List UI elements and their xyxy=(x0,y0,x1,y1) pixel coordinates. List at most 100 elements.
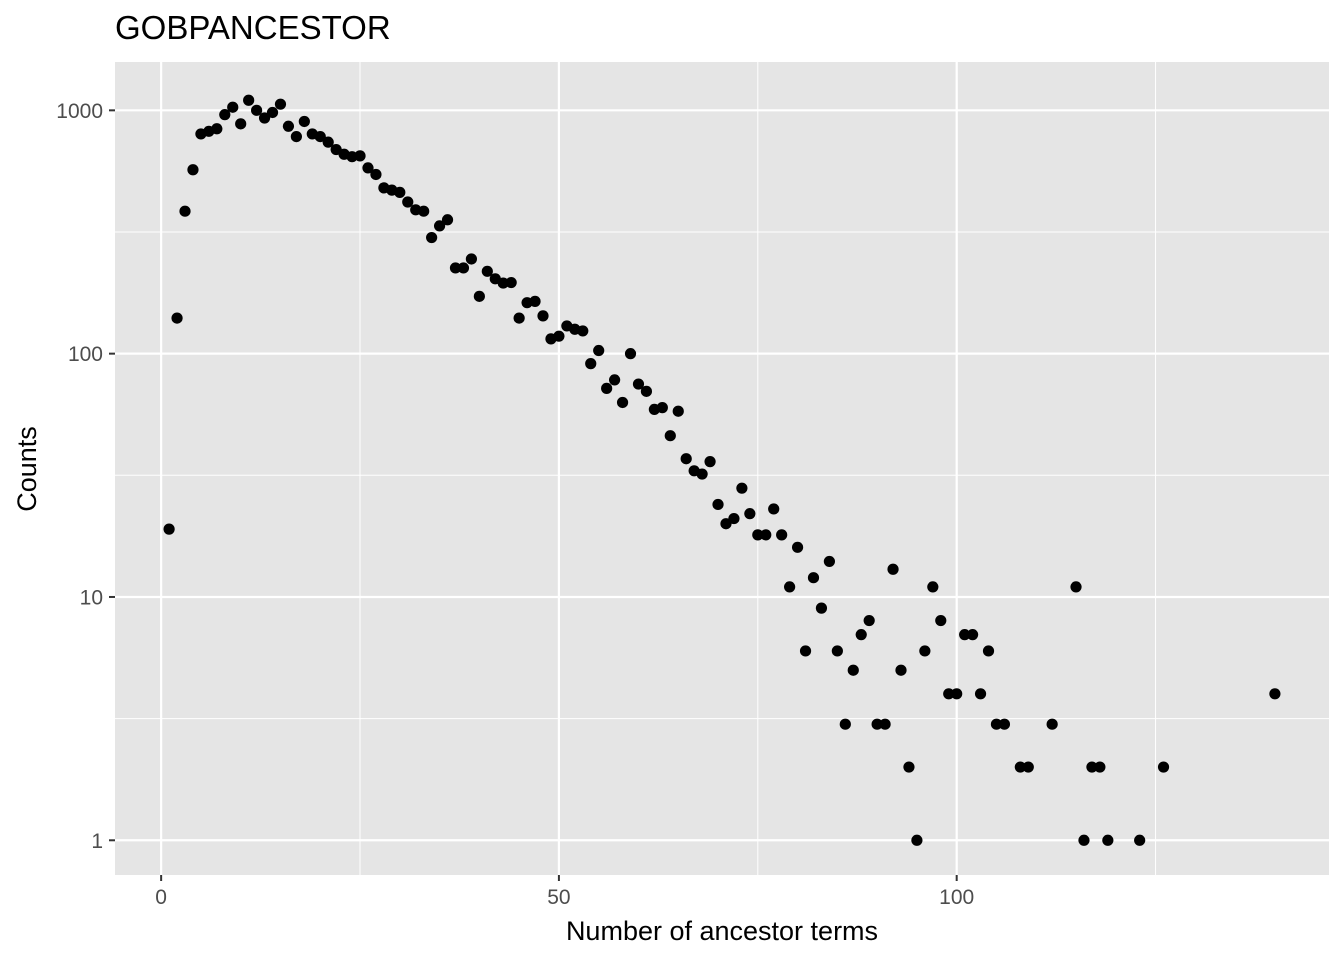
data-point xyxy=(441,214,454,226)
data-point xyxy=(831,645,843,657)
data-point xyxy=(935,614,947,627)
data-point xyxy=(951,688,963,700)
data-point xyxy=(529,295,541,307)
data-point xyxy=(553,330,565,342)
data-point xyxy=(728,512,740,525)
data-point xyxy=(290,130,302,143)
data-point xyxy=(672,405,684,417)
data-point xyxy=(394,186,406,198)
data-point xyxy=(465,253,478,265)
data-point xyxy=(513,312,525,324)
data-point xyxy=(895,664,907,676)
data-point xyxy=(784,581,796,593)
data-point xyxy=(768,503,780,515)
data-point xyxy=(354,150,366,162)
minor-grid xyxy=(115,62,1329,875)
data-point xyxy=(243,94,255,106)
data-point xyxy=(927,581,939,593)
data-point xyxy=(616,396,629,409)
data-point xyxy=(601,382,613,394)
data-point xyxy=(982,645,995,657)
data-point xyxy=(807,572,820,584)
y-tick-label: 1000 xyxy=(56,100,103,123)
data-point xyxy=(609,374,621,386)
data-point xyxy=(736,482,748,494)
data-point xyxy=(497,277,509,289)
data-point xyxy=(823,555,835,568)
data-point xyxy=(163,523,175,535)
data-point xyxy=(903,761,915,773)
data-point xyxy=(815,602,828,614)
data-point xyxy=(433,220,446,232)
data-point xyxy=(752,529,764,541)
data-point xyxy=(704,456,716,468)
data-point xyxy=(1078,834,1090,846)
data-point xyxy=(791,541,804,553)
data-point xyxy=(505,276,517,289)
data-point xyxy=(855,629,867,641)
data-point xyxy=(799,645,812,657)
data-point xyxy=(871,718,883,730)
y-tick-label: 1 xyxy=(91,830,103,853)
data-point xyxy=(847,664,859,676)
data-point xyxy=(911,834,923,846)
data-point xyxy=(187,164,199,176)
chart-title: GOBPANCESTOR xyxy=(115,9,391,46)
data-point xyxy=(1094,761,1106,773)
data-point xyxy=(720,518,732,530)
data-point xyxy=(449,262,462,274)
data-point xyxy=(418,205,430,217)
data-point xyxy=(974,688,987,700)
data-point xyxy=(171,312,183,324)
data-point xyxy=(258,112,271,124)
data-point xyxy=(966,629,979,641)
data-point xyxy=(839,718,851,730)
data-point xyxy=(959,629,971,641)
data-point xyxy=(943,688,955,700)
data-point xyxy=(251,104,263,116)
data-point xyxy=(274,98,287,110)
data-point xyxy=(632,378,645,390)
x-axis: 0 50 100 xyxy=(155,875,974,909)
data-point xyxy=(481,265,493,277)
x-tick-label: 50 xyxy=(547,886,570,909)
y-tick-label: 100 xyxy=(68,343,103,366)
data-point xyxy=(776,529,788,541)
data-point xyxy=(1134,834,1146,846)
y-tick-label: 10 xyxy=(80,586,103,609)
data-point xyxy=(664,430,676,442)
data-point xyxy=(640,385,653,397)
data-point xyxy=(744,508,756,520)
data-point xyxy=(696,468,708,480)
data-point xyxy=(426,231,438,244)
data-point xyxy=(322,136,334,148)
data-point xyxy=(1046,718,1058,730)
data-point xyxy=(370,168,382,181)
data-point xyxy=(680,453,692,465)
data-point xyxy=(712,498,724,511)
data-point xyxy=(990,718,1003,730)
y-axis-title: Counts xyxy=(12,426,42,512)
data-point xyxy=(998,718,1011,730)
data-point xyxy=(863,614,875,627)
data-point xyxy=(1086,761,1098,773)
data-point xyxy=(457,262,470,274)
data-point xyxy=(235,118,247,130)
data-point xyxy=(919,645,931,657)
data-point xyxy=(473,290,485,302)
data-point xyxy=(282,120,295,132)
x-tick-label: 100 xyxy=(939,886,974,909)
major-grid xyxy=(115,62,1329,875)
data-point xyxy=(593,344,605,357)
data-point xyxy=(887,563,899,575)
data-point xyxy=(219,109,231,121)
data-point xyxy=(314,130,326,143)
data-point xyxy=(656,402,668,414)
y-axis: 1 10 100 1000 xyxy=(56,100,115,853)
data-point xyxy=(1157,761,1170,773)
data-point xyxy=(1102,834,1114,846)
data-point xyxy=(577,325,589,337)
plot-panel xyxy=(115,62,1329,875)
data-point xyxy=(298,115,310,128)
